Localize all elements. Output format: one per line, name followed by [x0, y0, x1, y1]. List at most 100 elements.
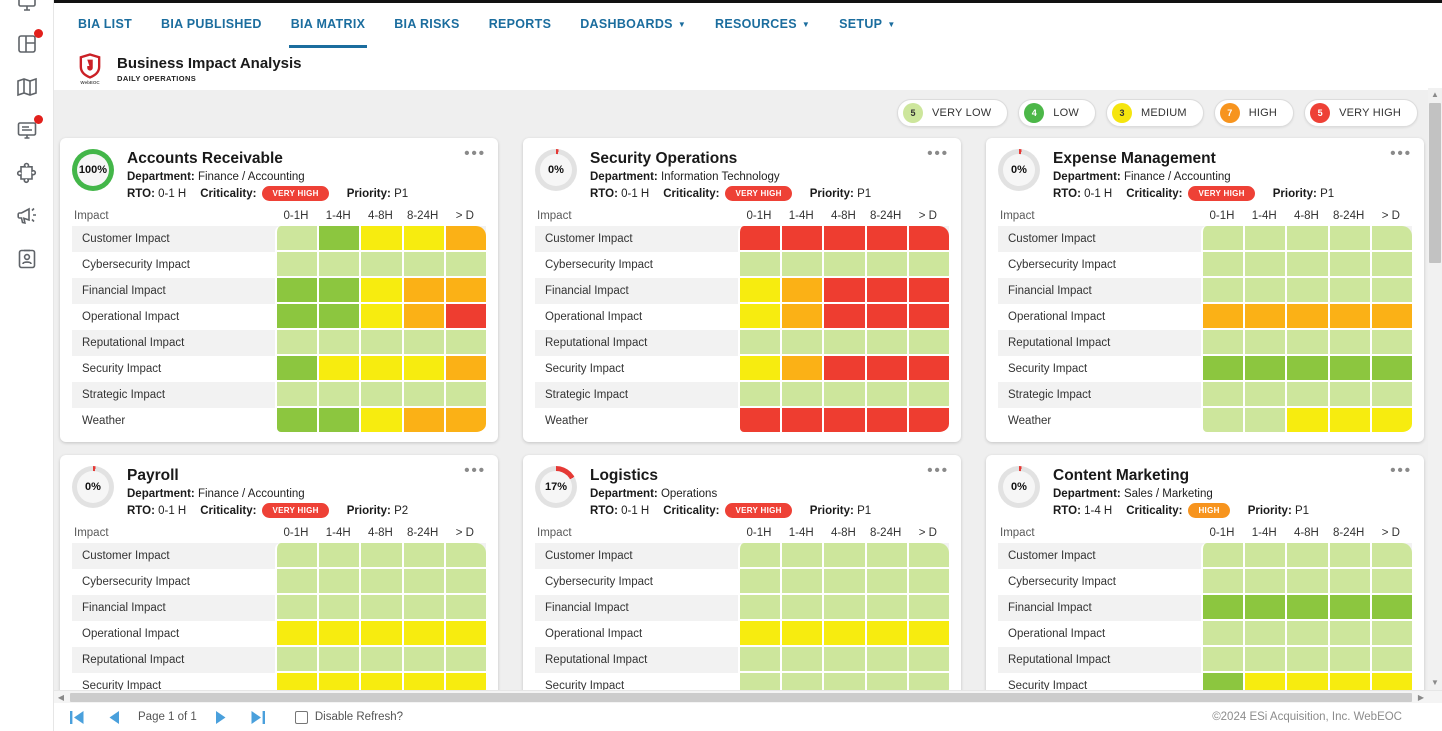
impact-cell[interactable] [1200, 252, 1244, 278]
impact-cell[interactable] [1369, 278, 1412, 304]
impact-cell[interactable] [274, 673, 318, 690]
card-menu-button[interactable]: ••• [1390, 462, 1412, 479]
impact-cell[interactable] [864, 226, 907, 252]
impact-cell[interactable] [780, 252, 823, 278]
impact-cell[interactable] [274, 226, 318, 252]
impact-cell[interactable] [822, 226, 865, 252]
impact-cell[interactable] [1369, 621, 1412, 647]
impact-cell[interactable] [274, 621, 318, 647]
impact-cell[interactable] [317, 408, 360, 434]
last-page-button[interactable] [250, 711, 265, 724]
tab-resources[interactable]: RESOURCES ▼ [713, 3, 812, 48]
tab-bia-published[interactable]: BIA PUBLISHED [159, 3, 264, 48]
impact-cell[interactable] [1369, 595, 1412, 621]
impact-cell[interactable] [401, 356, 444, 382]
impact-cell[interactable] [274, 252, 318, 278]
impact-cell[interactable] [1200, 595, 1244, 621]
impact-cell[interactable] [1327, 304, 1370, 330]
criticality-badge[interactable]: VERY HIGH [262, 186, 329, 201]
impact-cell[interactable] [317, 356, 360, 382]
impact-cell[interactable] [443, 569, 486, 595]
impact-cell[interactable] [1327, 278, 1370, 304]
impact-cell[interactable] [822, 330, 865, 356]
impact-cell[interactable] [864, 569, 907, 595]
impact-cell[interactable] [274, 278, 318, 304]
impact-cell[interactable] [1243, 543, 1286, 569]
impact-cell[interactable] [1285, 252, 1328, 278]
impact-cell[interactable] [274, 356, 318, 382]
impact-cell[interactable] [906, 382, 949, 408]
impact-cell[interactable] [1200, 382, 1244, 408]
impact-cell[interactable] [443, 543, 486, 569]
impact-cell[interactable] [317, 382, 360, 408]
impact-cell[interactable] [822, 569, 865, 595]
impact-cell[interactable] [1369, 226, 1412, 252]
impact-cell[interactable] [822, 673, 865, 690]
impact-cell[interactable] [1243, 647, 1286, 673]
impact-cell[interactable] [1200, 356, 1244, 382]
impact-cell[interactable] [864, 408, 907, 434]
impact-cell[interactable] [1200, 278, 1244, 304]
impact-cell[interactable] [401, 278, 444, 304]
impact-cell[interactable] [401, 543, 444, 569]
impact-cell[interactable] [864, 356, 907, 382]
impact-cell[interactable] [1243, 673, 1286, 690]
impact-cell[interactable] [822, 647, 865, 673]
impact-cell[interactable] [401, 252, 444, 278]
criticality-badge[interactable]: VERY HIGH [725, 503, 792, 518]
impact-cell[interactable] [864, 278, 907, 304]
impact-cell[interactable] [401, 382, 444, 408]
impact-cell[interactable] [1200, 408, 1244, 434]
impact-cell[interactable] [443, 226, 486, 252]
impact-cell[interactable] [1285, 408, 1328, 434]
tab-setup[interactable]: SETUP ▼ [837, 3, 897, 48]
impact-cell[interactable] [401, 408, 444, 434]
impact-cell[interactable] [780, 621, 823, 647]
impact-cell[interactable] [359, 304, 402, 330]
plugins-icon[interactable] [15, 161, 39, 185]
card-menu-button[interactable]: ••• [927, 145, 949, 162]
impact-cell[interactable] [1369, 304, 1412, 330]
impact-cell[interactable] [737, 595, 781, 621]
impact-cell[interactable] [317, 278, 360, 304]
impact-cell[interactable] [822, 621, 865, 647]
vertical-scroll-thumb[interactable] [1429, 103, 1441, 263]
impact-cell[interactable] [443, 330, 486, 356]
impact-cell[interactable] [1369, 356, 1412, 382]
impact-cell[interactable] [1200, 647, 1244, 673]
impact-cell[interactable] [1285, 595, 1328, 621]
impact-cell[interactable] [401, 621, 444, 647]
tab-bia-matrix[interactable]: BIA MATRIX [288, 3, 368, 48]
impact-cell[interactable] [906, 330, 949, 356]
impact-cell[interactable] [906, 356, 949, 382]
impact-cell[interactable] [780, 304, 823, 330]
boards-icon[interactable] [15, 29, 43, 56]
impact-cell[interactable] [317, 330, 360, 356]
impact-cell[interactable] [822, 252, 865, 278]
impact-cell[interactable] [443, 621, 486, 647]
impact-cell[interactable] [317, 543, 360, 569]
impact-cell[interactable] [822, 543, 865, 569]
impact-cell[interactable] [274, 382, 318, 408]
impact-cell[interactable] [1200, 330, 1244, 356]
impact-cell[interactable] [359, 647, 402, 673]
impact-cell[interactable] [317, 595, 360, 621]
impact-cell[interactable] [864, 382, 907, 408]
impact-cell[interactable] [1285, 330, 1328, 356]
disable-refresh-checkbox[interactable] [294, 710, 308, 724]
impact-cell[interactable] [737, 382, 781, 408]
impact-cell[interactable] [906, 408, 949, 434]
impact-cell[interactable] [822, 278, 865, 304]
impact-cell[interactable] [359, 278, 402, 304]
impact-cell[interactable] [443, 595, 486, 621]
impact-cell[interactable] [737, 621, 781, 647]
horizontal-scrollbar[interactable]: ◀ ▶ [54, 690, 1442, 703]
impact-cell[interactable] [401, 647, 444, 673]
contacts-icon[interactable] [15, 247, 39, 271]
impact-cell[interactable] [822, 595, 865, 621]
legend-pill[interactable]: 7 HIGH [1213, 99, 1295, 127]
impact-cell[interactable] [1285, 226, 1328, 252]
impact-cell[interactable] [359, 356, 402, 382]
impact-cell[interactable] [274, 304, 318, 330]
impact-cell[interactable] [906, 252, 949, 278]
